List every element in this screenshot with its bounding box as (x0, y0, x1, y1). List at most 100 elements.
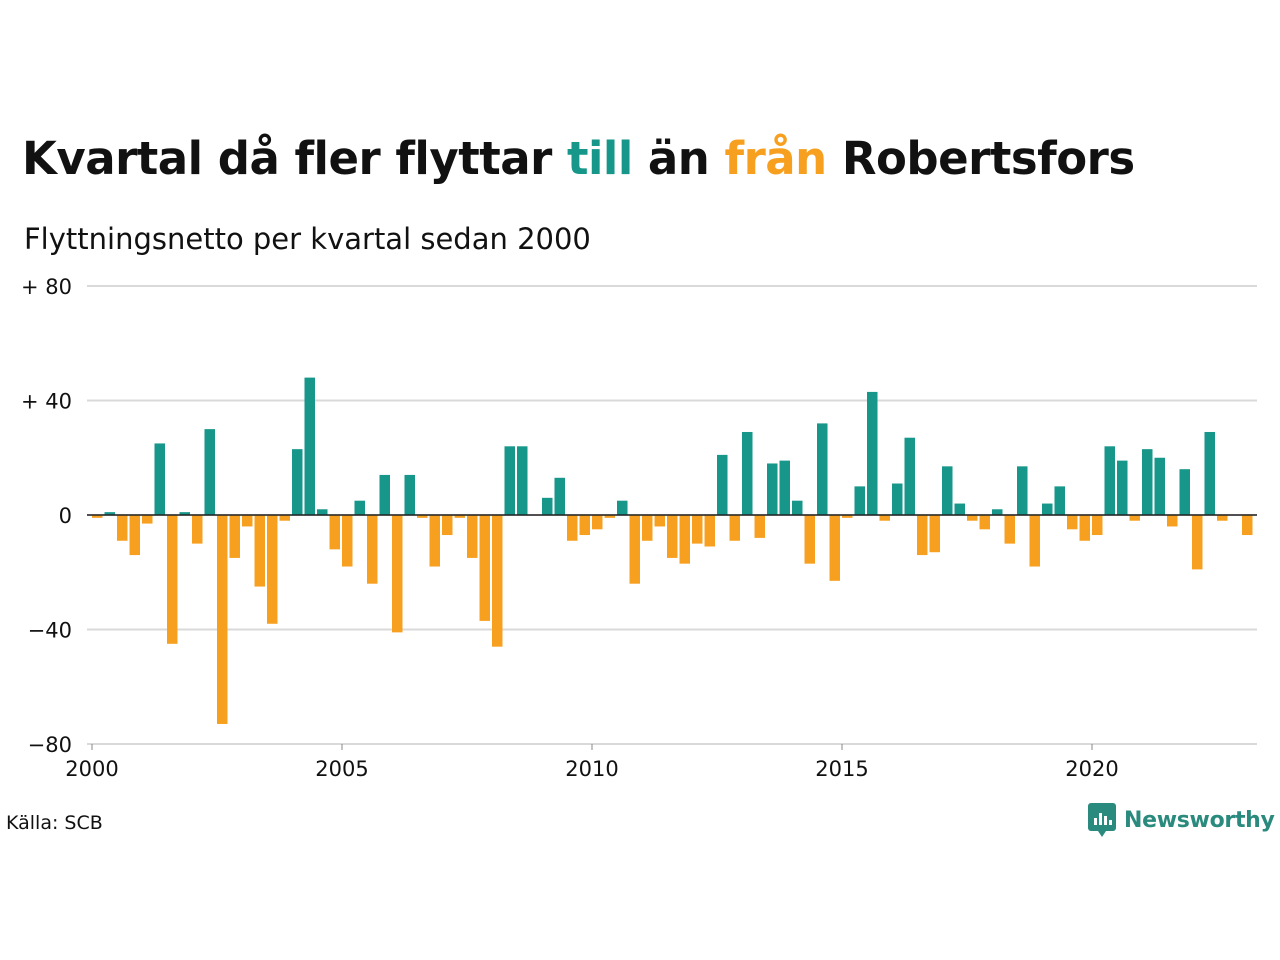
bar (754, 515, 765, 538)
bar (1242, 515, 1253, 536)
bar (1054, 486, 1065, 515)
bar (892, 483, 903, 515)
y-tick-label: −40 (28, 619, 72, 643)
y-tick-label: + 40 (21, 390, 72, 414)
bar (442, 515, 453, 536)
bar (654, 515, 665, 527)
bars (92, 377, 1253, 724)
bar (317, 509, 328, 515)
bar (717, 454, 728, 515)
bar (404, 474, 415, 515)
bar (992, 509, 1003, 515)
bar (454, 515, 465, 518)
y-axis-labels: + 80 + 40 0 −40 −80 (21, 275, 72, 757)
bar (954, 503, 965, 515)
chart-subtitle: Flyttningsnetto per kvartal sedan 2000 (24, 222, 591, 256)
title-part-3: än (632, 132, 725, 185)
bar (1042, 503, 1053, 515)
bar (1204, 431, 1215, 515)
bar (642, 515, 653, 541)
bar (1142, 449, 1153, 515)
bar (742, 431, 753, 515)
bar (629, 515, 640, 584)
x-tick-label: 2020 (1065, 757, 1118, 781)
y-tick-label: + 80 (21, 275, 72, 299)
bar (1079, 515, 1090, 541)
bar (792, 500, 803, 515)
newsworthy-logo[interactable]: Newsworthy (1088, 803, 1275, 837)
title-word-till: till (566, 132, 633, 185)
chart-title: Kvartal då fler flyttar till än från Rob… (22, 132, 1135, 185)
bar (1004, 515, 1015, 544)
bar (829, 515, 840, 581)
newsworthy-icon (1088, 803, 1116, 837)
bar (367, 515, 378, 584)
bar (129, 515, 140, 556)
bar (167, 515, 178, 644)
bar (779, 460, 790, 515)
bar (842, 515, 853, 518)
bar (304, 377, 315, 515)
bar (292, 449, 303, 515)
bar (692, 515, 703, 544)
x-tick-label: 2005 (315, 757, 368, 781)
bar (1117, 460, 1128, 515)
bar (517, 446, 528, 515)
y-tick-label: 0 (59, 504, 72, 528)
bar (417, 515, 428, 518)
bar (917, 515, 928, 556)
title-part-1: Kvartal då fler flyttar (22, 132, 567, 185)
bar (704, 515, 715, 547)
bar (267, 515, 278, 624)
bar (179, 512, 190, 515)
bar (1217, 515, 1228, 521)
x-axis-labels: 2000 2005 2010 2015 2020 (65, 744, 1119, 781)
bar (579, 515, 590, 536)
bar (104, 512, 115, 515)
bar (504, 446, 515, 515)
bar (929, 515, 940, 553)
bar (217, 515, 228, 724)
bar (1154, 457, 1165, 515)
x-tick-label: 2010 (565, 757, 618, 781)
bar (229, 515, 240, 558)
bar (854, 486, 865, 515)
bar (279, 515, 290, 521)
bar (767, 463, 778, 515)
bar (1192, 515, 1203, 570)
bar (1017, 466, 1028, 515)
bar (679, 515, 690, 564)
title-word-fran: från (724, 132, 828, 185)
bar (204, 429, 215, 515)
bar (242, 515, 253, 527)
bar (142, 515, 153, 524)
bar (667, 515, 678, 558)
bar (1029, 515, 1040, 567)
bar (729, 515, 740, 541)
bar (379, 474, 390, 515)
bar (567, 515, 578, 541)
bar (1067, 515, 1078, 530)
bar (867, 391, 878, 515)
bar (254, 515, 265, 587)
bar (942, 466, 953, 515)
bar (342, 515, 353, 567)
bar (492, 515, 503, 647)
bar (592, 515, 603, 530)
bar (554, 477, 565, 515)
bar (1129, 515, 1140, 521)
bar (154, 443, 165, 515)
title-part-5: Robertsfors (826, 132, 1135, 185)
bar (879, 515, 890, 521)
bar (617, 500, 628, 515)
bar (117, 515, 128, 541)
bar (967, 515, 978, 521)
bar (329, 515, 340, 550)
bar (817, 423, 828, 515)
bar (1179, 469, 1190, 515)
bar (392, 515, 403, 633)
bar (479, 515, 490, 621)
source-note: Källa: SCB (6, 812, 103, 834)
bar (1167, 515, 1178, 527)
